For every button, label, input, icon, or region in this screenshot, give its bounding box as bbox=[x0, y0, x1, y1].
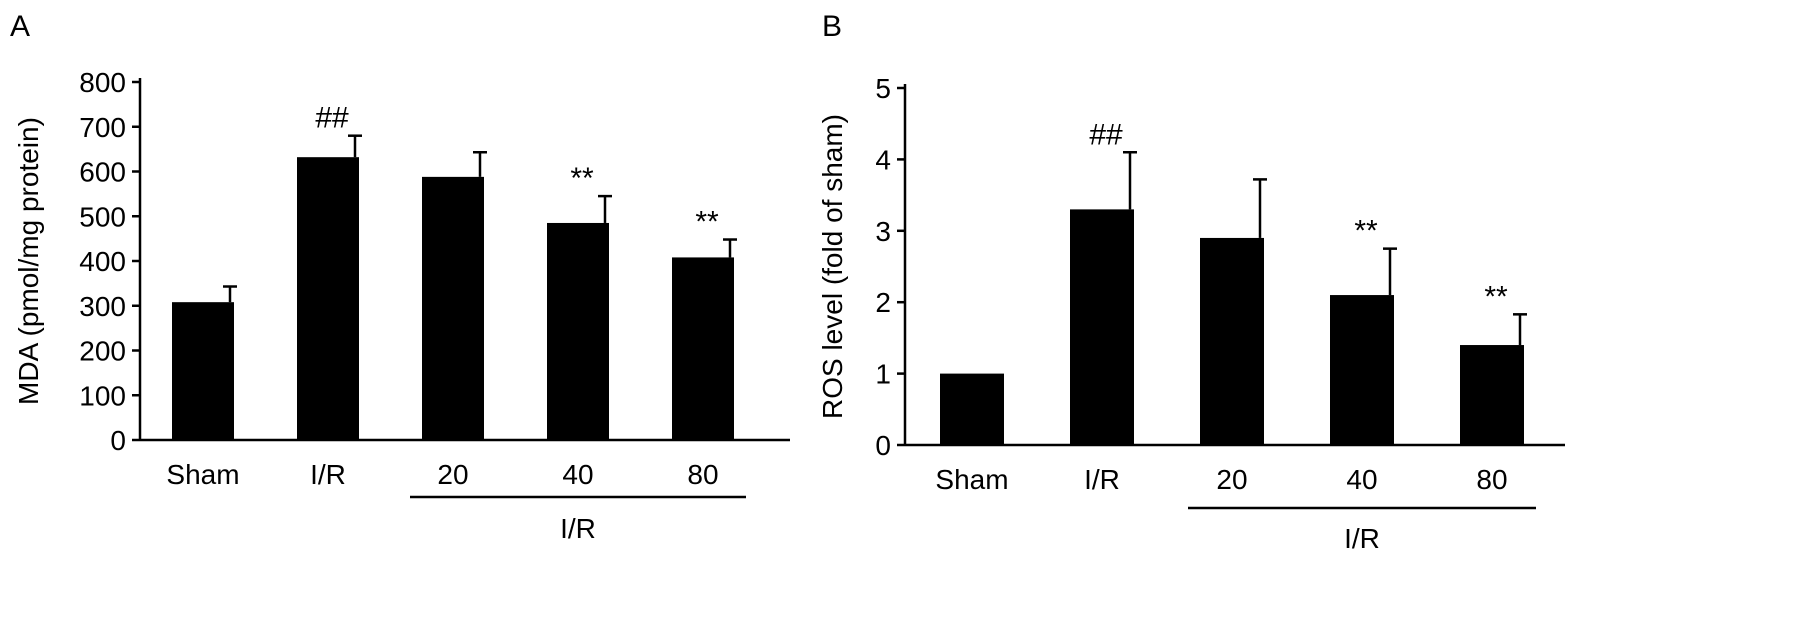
panel-a-y-tick-label: 300 bbox=[79, 291, 126, 322]
panel-b-label: B bbox=[822, 10, 842, 43]
panel-b-bar-3 bbox=[1200, 237, 1264, 445]
panel-a-bar-2 bbox=[297, 157, 359, 440]
panel-a-category-label-2: I/R bbox=[310, 459, 346, 490]
panel-b-y-axis-title: ROS level (fold of sham) bbox=[817, 114, 848, 419]
panel-a-y-tick-label: 0 bbox=[110, 425, 126, 456]
panel-a-y-tick-label: 800 bbox=[79, 67, 126, 98]
panel-b-bar-4 bbox=[1330, 295, 1394, 445]
panel-b-bar-1 bbox=[940, 373, 1004, 445]
panel-a-y-tick-label: 500 bbox=[79, 201, 126, 232]
panel-b-category-label-5: 80 bbox=[1476, 464, 1507, 495]
panel-a-bar-1 bbox=[172, 302, 234, 440]
panel-a-bar-3 bbox=[422, 176, 484, 440]
panel-a-category-label-1: Sham bbox=[166, 459, 239, 490]
panel-a-y-tick-label: 200 bbox=[79, 336, 126, 367]
panel-b-bar-5 bbox=[1460, 345, 1524, 445]
panel-b-y-tick-label: 1 bbox=[875, 359, 891, 390]
panel-a-significance-2: ## bbox=[315, 102, 349, 135]
panel-a-significance-5: ** bbox=[695, 206, 719, 239]
panel-a-group-label: I/R bbox=[560, 513, 596, 544]
panel-a-y-axis-title: MDA (pmol/mg protein) bbox=[13, 117, 44, 405]
panel-b-y-tick-label: 4 bbox=[875, 144, 891, 175]
panel-b-bar-2 bbox=[1070, 209, 1134, 445]
panel-a-y-tick-label: 700 bbox=[79, 112, 126, 143]
panel-b-category-label-2: I/R bbox=[1084, 464, 1120, 495]
panel-a-category-label-4: 40 bbox=[562, 459, 593, 490]
panel-b-y-tick-label: 3 bbox=[875, 216, 891, 247]
panel-a-significance-4: ** bbox=[570, 162, 594, 195]
panel-b-category-label-3: 20 bbox=[1216, 464, 1247, 495]
panel-b-y-tick-label: 0 bbox=[875, 430, 891, 461]
panel-a-y-tick-label: 100 bbox=[79, 380, 126, 411]
panel-a-category-label-5: 80 bbox=[687, 459, 718, 490]
panel-b-y-tick-label: 2 bbox=[875, 287, 891, 318]
panel-b-category-label-4: 40 bbox=[1346, 464, 1377, 495]
panel-b-group-label: I/R bbox=[1344, 523, 1380, 554]
panel-a-bar-5 bbox=[672, 257, 734, 440]
panel-a-category-label-3: 20 bbox=[437, 459, 468, 490]
panel-a-bar-4 bbox=[547, 222, 609, 440]
panel-a-label: A bbox=[10, 10, 30, 43]
panel-b-significance-4: ** bbox=[1354, 215, 1378, 248]
panel-a-y-tick-label: 600 bbox=[79, 157, 126, 188]
panel-b-significance-2: ## bbox=[1089, 118, 1123, 151]
panel-b-category-label-1: Sham bbox=[935, 464, 1008, 495]
panel-a-y-tick-label: 400 bbox=[79, 246, 126, 277]
panel-b-y-tick-label: 5 bbox=[875, 73, 891, 104]
panel-b-significance-5: ** bbox=[1484, 280, 1508, 313]
